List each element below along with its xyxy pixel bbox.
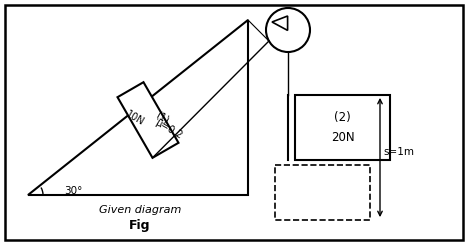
Text: (1): (1) xyxy=(154,110,170,126)
Text: μ=0.2: μ=0.2 xyxy=(153,117,183,141)
Polygon shape xyxy=(117,82,178,158)
Bar xyxy=(275,165,370,220)
Bar xyxy=(295,95,390,160)
Text: Given diagram: Given diagram xyxy=(99,205,181,215)
Text: Fig: Fig xyxy=(129,219,151,232)
Text: 20N: 20N xyxy=(331,131,354,144)
Text: 10N: 10N xyxy=(124,109,146,127)
Text: (2): (2) xyxy=(334,111,351,124)
Text: 30°: 30° xyxy=(64,186,82,196)
Text: s=1m: s=1m xyxy=(383,147,414,157)
